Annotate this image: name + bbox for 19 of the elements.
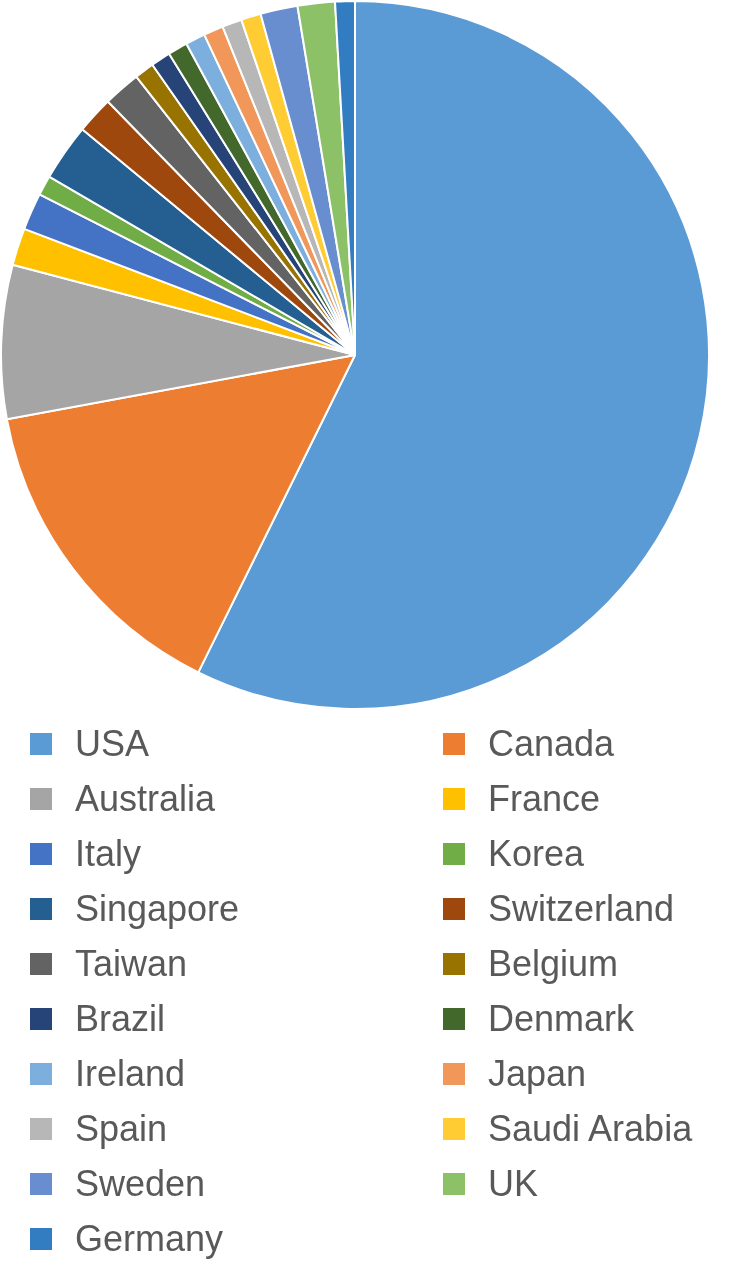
legend-label: Sweden [75,1162,206,1205]
legend-label: Korea [488,832,585,875]
legend-label: Switzerland [488,887,675,930]
legend-label: Singapore [75,887,240,930]
legend-label: France [488,777,601,820]
legend-label: Ireland [75,1052,186,1095]
legend-label: UK [488,1162,539,1205]
legend-label: Brazil [75,997,166,1040]
legend-label: Denmark [488,997,635,1040]
legend-label: Belgium [488,942,619,985]
legend-label: Taiwan [75,942,188,985]
legend-label: Saudi Arabia [488,1107,693,1150]
legend-label: Spain [75,1107,168,1150]
legend-label: Germany [75,1217,224,1260]
legend-label: Canada [488,722,615,765]
legend-label: Japan [488,1052,587,1095]
legend-label: Italy [75,832,142,875]
legend-label: Australia [75,777,216,820]
legend-label: USA [75,722,150,765]
